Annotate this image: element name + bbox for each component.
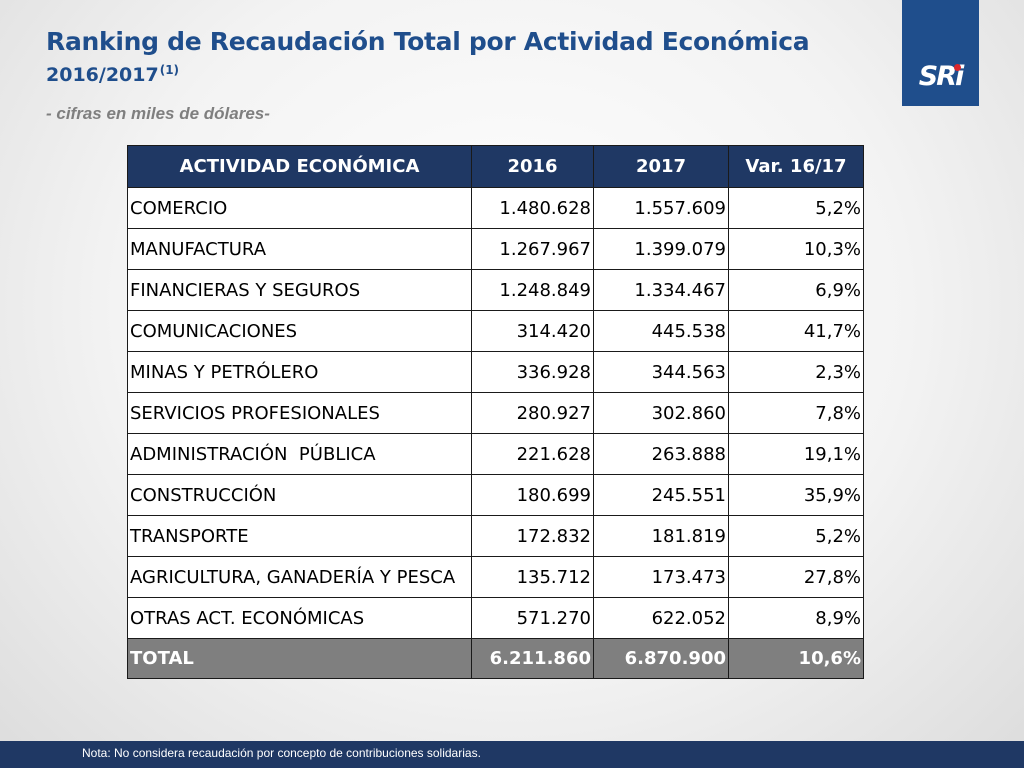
- table-row: SERVICIOS PROFESIONALES 280.927 302.860 …: [127, 392, 864, 434]
- table-row: FINANCIERAS Y SEGUROS 1.248.849 1.334.46…: [127, 269, 864, 311]
- cell-variation: 41,7%: [728, 310, 864, 352]
- cell-2017: 173.473: [593, 556, 729, 598]
- cell-2017: 181.819: [593, 515, 729, 557]
- cell-2017: 1.557.609: [593, 187, 729, 229]
- total-variation: 10,6%: [728, 638, 864, 679]
- table-row: TRANSPORTE 172.832 181.819 5,2%: [127, 515, 864, 557]
- cell-variation: 8,9%: [728, 597, 864, 639]
- cell-variation: 27,8%: [728, 556, 864, 598]
- cell-activity: COMUNICACIONES: [127, 310, 472, 352]
- table-row: ADMINISTRACIÓN PÚBLICA 221.628 263.888 1…: [127, 433, 864, 475]
- page-subtitle: 2016/2017(1): [46, 58, 809, 87]
- cell-activity: AGRICULTURA, GANADERÍA Y PESCA: [127, 556, 472, 598]
- table-row: OTRAS ACT. ECONÓMICAS 571.270 622.052 8,…: [127, 597, 864, 639]
- cell-2017: 1.334.467: [593, 269, 729, 311]
- table-total-row: TOTAL 6.211.860 6.870.900 10,6%: [127, 638, 864, 679]
- logo-text: SRi: [919, 61, 964, 92]
- cell-variation: 6,9%: [728, 269, 864, 311]
- sri-logo: SRi: [902, 0, 979, 106]
- table-row: COMERCIO 1.480.628 1.557.609 5,2%: [127, 187, 864, 229]
- cell-activity: COMERCIO: [127, 187, 472, 229]
- table-row: COMUNICACIONES 314.420 445.538 41,7%: [127, 310, 864, 352]
- cell-activity: ADMINISTRACIÓN PÚBLICA: [127, 433, 472, 475]
- cell-2016: 1.248.849: [471, 269, 594, 311]
- total-2016: 6.211.860: [471, 638, 594, 679]
- cell-variation: 2,3%: [728, 351, 864, 393]
- cell-2017: 245.551: [593, 474, 729, 516]
- cell-variation: 5,2%: [728, 515, 864, 557]
- cell-2016: 172.832: [471, 515, 594, 557]
- table-row: AGRICULTURA, GANADERÍA Y PESCA 135.712 1…: [127, 556, 864, 598]
- table-row: MINAS Y PETRÓLERO 336.928 344.563 2,3%: [127, 351, 864, 393]
- cell-2016: 135.712: [471, 556, 594, 598]
- cell-2016: 571.270: [471, 597, 594, 639]
- cell-2017: 344.563: [593, 351, 729, 393]
- subtitle-footnote-marker: (1): [159, 63, 180, 77]
- total-label: TOTAL: [127, 638, 472, 679]
- cell-2016: 180.699: [471, 474, 594, 516]
- logo-dot-icon: [954, 64, 962, 71]
- cell-activity: FINANCIERAS Y SEGUROS: [127, 269, 472, 311]
- cell-2016: 221.628: [471, 433, 594, 475]
- header-2017: 2017: [593, 145, 729, 188]
- cell-2016: 280.927: [471, 392, 594, 434]
- cell-2016: 314.420: [471, 310, 594, 352]
- subtitle-years: 2016/2017: [46, 64, 159, 86]
- header-variation: Var. 16/17: [728, 145, 864, 188]
- title-block: Ranking de Recaudación Total por Activid…: [46, 26, 810, 87]
- table-header-row: ACTIVIDAD ECONÓMICA 2016 2017 Var. 16/17: [127, 145, 864, 188]
- header-activity: ACTIVIDAD ECONÓMICA: [127, 145, 472, 188]
- cell-2017: 302.860: [593, 392, 729, 434]
- cell-activity: SERVICIOS PROFESIONALES: [127, 392, 472, 434]
- cell-2016: 336.928: [471, 351, 594, 393]
- page-title: Ranking de Recaudación Total por Activid…: [46, 27, 810, 56]
- table-row: CONSTRUCCIÓN 180.699 245.551 35,9%: [127, 474, 864, 516]
- cell-activity: MANUFACTURA: [127, 228, 472, 270]
- cell-2017: 445.538: [593, 310, 729, 352]
- cell-variation: 10,3%: [728, 228, 864, 270]
- cell-2017: 622.052: [593, 597, 729, 639]
- cell-2017: 1.399.079: [593, 228, 729, 270]
- cell-2016: 1.267.967: [471, 228, 594, 270]
- cell-variation: 7,8%: [728, 392, 864, 434]
- total-2017: 6.870.900: [593, 638, 729, 679]
- cell-activity: MINAS Y PETRÓLERO: [127, 351, 472, 393]
- ranking-table: ACTIVIDAD ECONÓMICA 2016 2017 Var. 16/17…: [127, 145, 864, 679]
- cell-variation: 5,2%: [728, 187, 864, 229]
- cell-activity: TRANSPORTE: [127, 515, 472, 557]
- table-row: MANUFACTURA 1.267.967 1.399.079 10,3%: [127, 228, 864, 270]
- units-caption: - cifras en miles de dólares-: [46, 104, 270, 123]
- cell-activity: OTRAS ACT. ECONÓMICAS: [127, 597, 472, 639]
- footer-note: Nota: No considera recaudación por conce…: [82, 746, 481, 760]
- cell-2016: 1.480.628: [471, 187, 594, 229]
- footer-bar: Nota: No considera recaudación por conce…: [0, 741, 1024, 768]
- cell-variation: 19,1%: [728, 433, 864, 475]
- cell-activity: CONSTRUCCIÓN: [127, 474, 472, 516]
- cell-variation: 35,9%: [728, 474, 864, 516]
- cell-2017: 263.888: [593, 433, 729, 475]
- header-2016: 2016: [471, 145, 594, 188]
